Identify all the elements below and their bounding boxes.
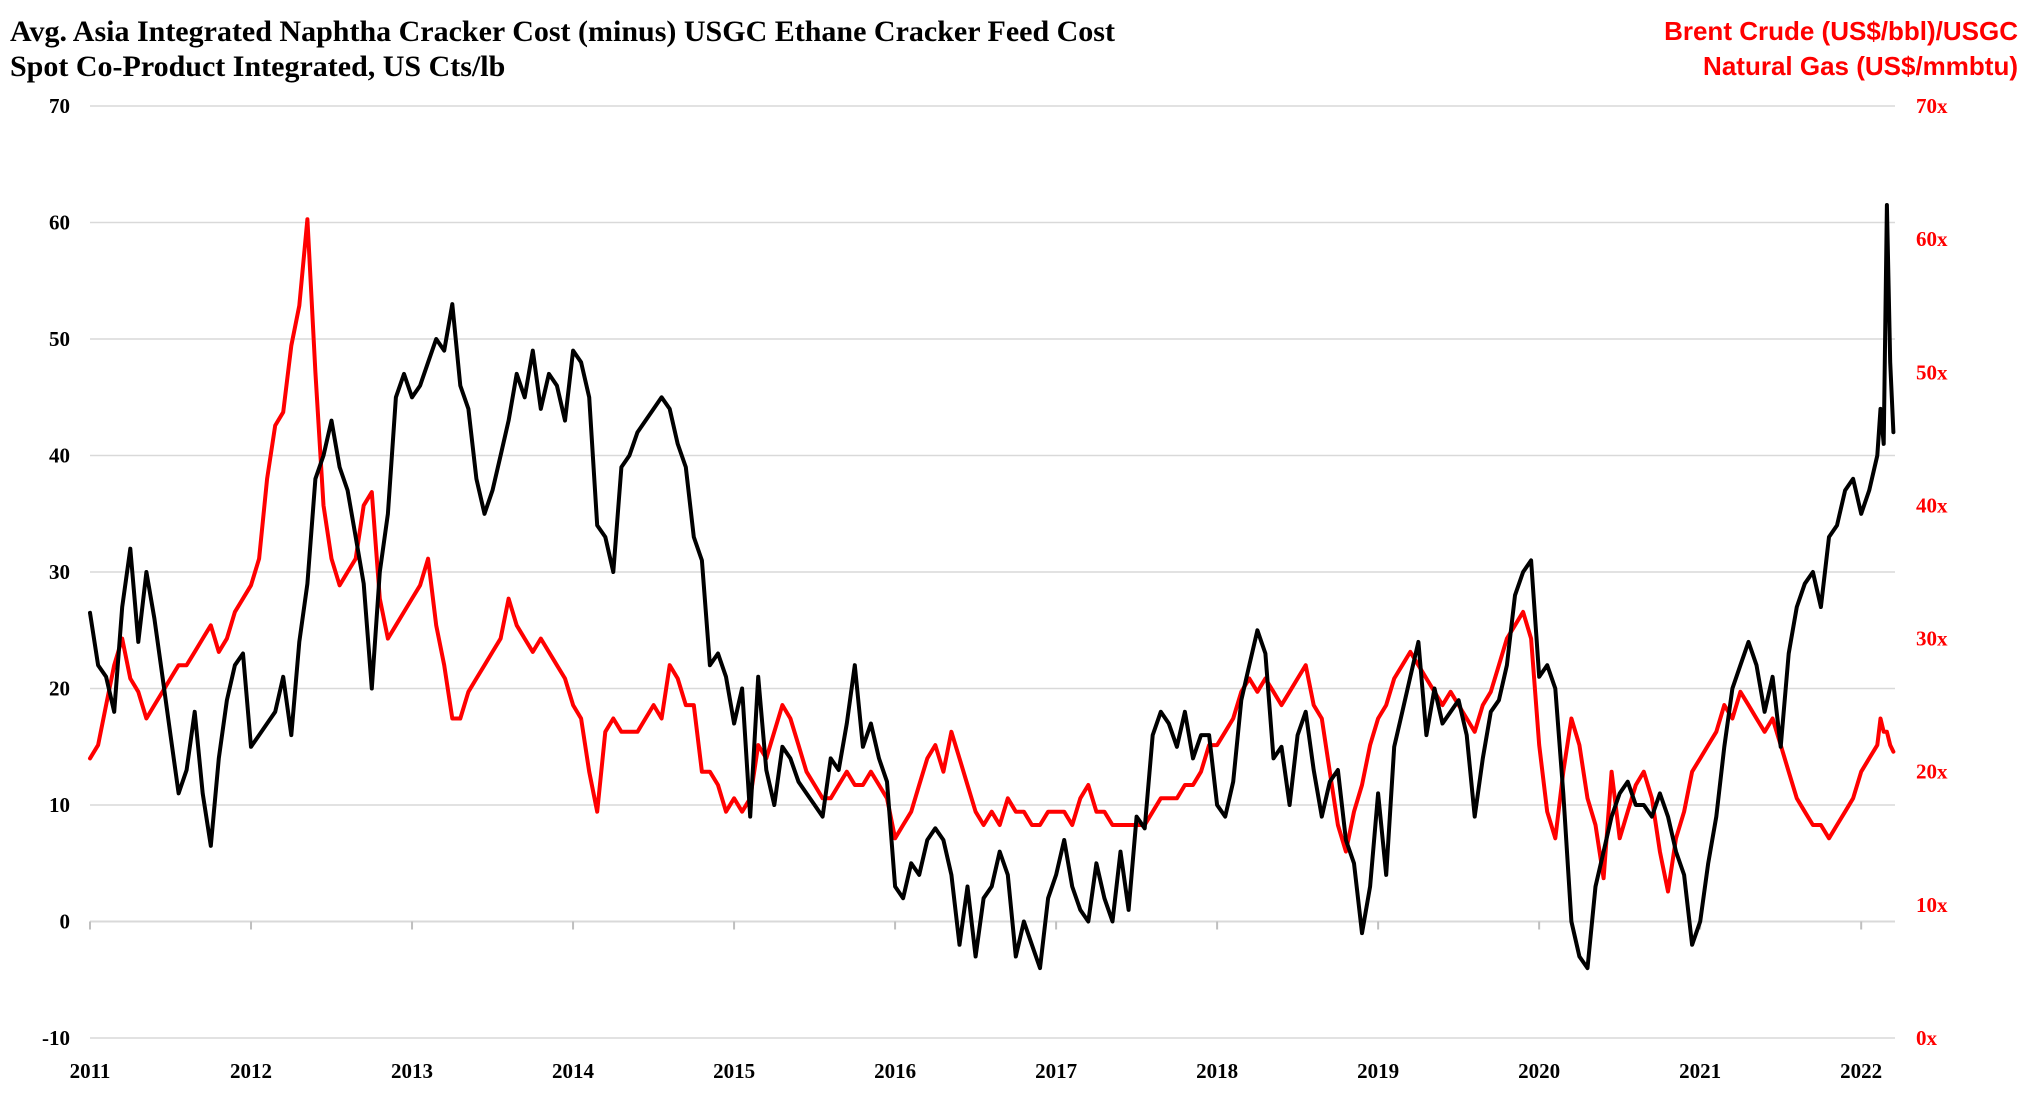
y-left-tick-label: 30 <box>49 560 70 584</box>
y-right-tick-label: 70x <box>1916 94 1948 118</box>
right-axis-title: Brent Crude (US$/bbl)/USGC Natural Gas (… <box>1664 14 2018 84</box>
x-tick-label: 2011 <box>70 1059 111 1083</box>
y-right-tick-label: 10x <box>1916 893 1948 917</box>
right-axis-title-line-2: Natural Gas (US$/mmbtu) <box>1703 51 2018 81</box>
y-left-tick-label: 10 <box>49 793 70 817</box>
x-tick-label: 2013 <box>391 1059 433 1083</box>
y-left-tick-label: 70 <box>49 94 70 118</box>
y-right-tick-label: 30x <box>1916 627 1948 651</box>
y-right-tick-label: 0x <box>1916 1026 1938 1050</box>
axes <box>89 920 1895 930</box>
y-left-tick-label: 60 <box>49 211 70 235</box>
y-left-tick-label: 20 <box>49 677 70 701</box>
chart-title-block: Avg. Asia Integrated Naphtha Cracker Cos… <box>10 14 1115 84</box>
y-left-tick-label: 0 <box>60 910 71 934</box>
series-line-naphtha-minus-ethane <box>88 203 1896 971</box>
right-axis-title-line-1: Brent Crude (US$/bbl)/USGC <box>1664 16 2018 46</box>
y-right-tick-label: 40x <box>1916 493 1948 517</box>
y-right-tick-label: 60x <box>1916 227 1948 251</box>
chart-subtitle: Spot Co-Product Integrated, US Cts/lb <box>10 50 506 83</box>
y-right-tick-label: 50x <box>1916 360 1948 384</box>
series-line-brent-gas-ratio <box>88 217 1896 894</box>
x-tick-label: 2017 <box>1035 1059 1077 1083</box>
x-tick-label: 2012 <box>230 1059 272 1083</box>
x-tick-label: 2020 <box>1518 1059 1560 1083</box>
tick-labels: -10 0 10 20 30 40 50 60 70 0x 10x 20x 30x 40x 50x 60x 70… <box>42 94 1948 1083</box>
x-tick-label: 2014 <box>552 1059 595 1083</box>
x-tick-label: 2016 <box>874 1059 916 1083</box>
y-left-tick-label: 50 <box>49 327 70 351</box>
y-left-tick-label: -10 <box>42 1026 70 1050</box>
y-right-tick-label: 20x <box>1916 760 1948 784</box>
series-lines <box>88 203 1896 971</box>
x-tick-label: 2015 <box>713 1059 755 1083</box>
y-left-tick-label: 40 <box>49 444 70 468</box>
chart-title: Avg. Asia Integrated Naphtha Cracker Cos… <box>10 15 1115 48</box>
x-tick-label: 2019 <box>1357 1059 1399 1083</box>
x-tick-label: 2022 <box>1840 1059 1882 1083</box>
x-tick-label: 2018 <box>1196 1059 1238 1083</box>
x-tick-label: 2021 <box>1679 1059 1721 1083</box>
gridlines <box>90 105 1895 1039</box>
